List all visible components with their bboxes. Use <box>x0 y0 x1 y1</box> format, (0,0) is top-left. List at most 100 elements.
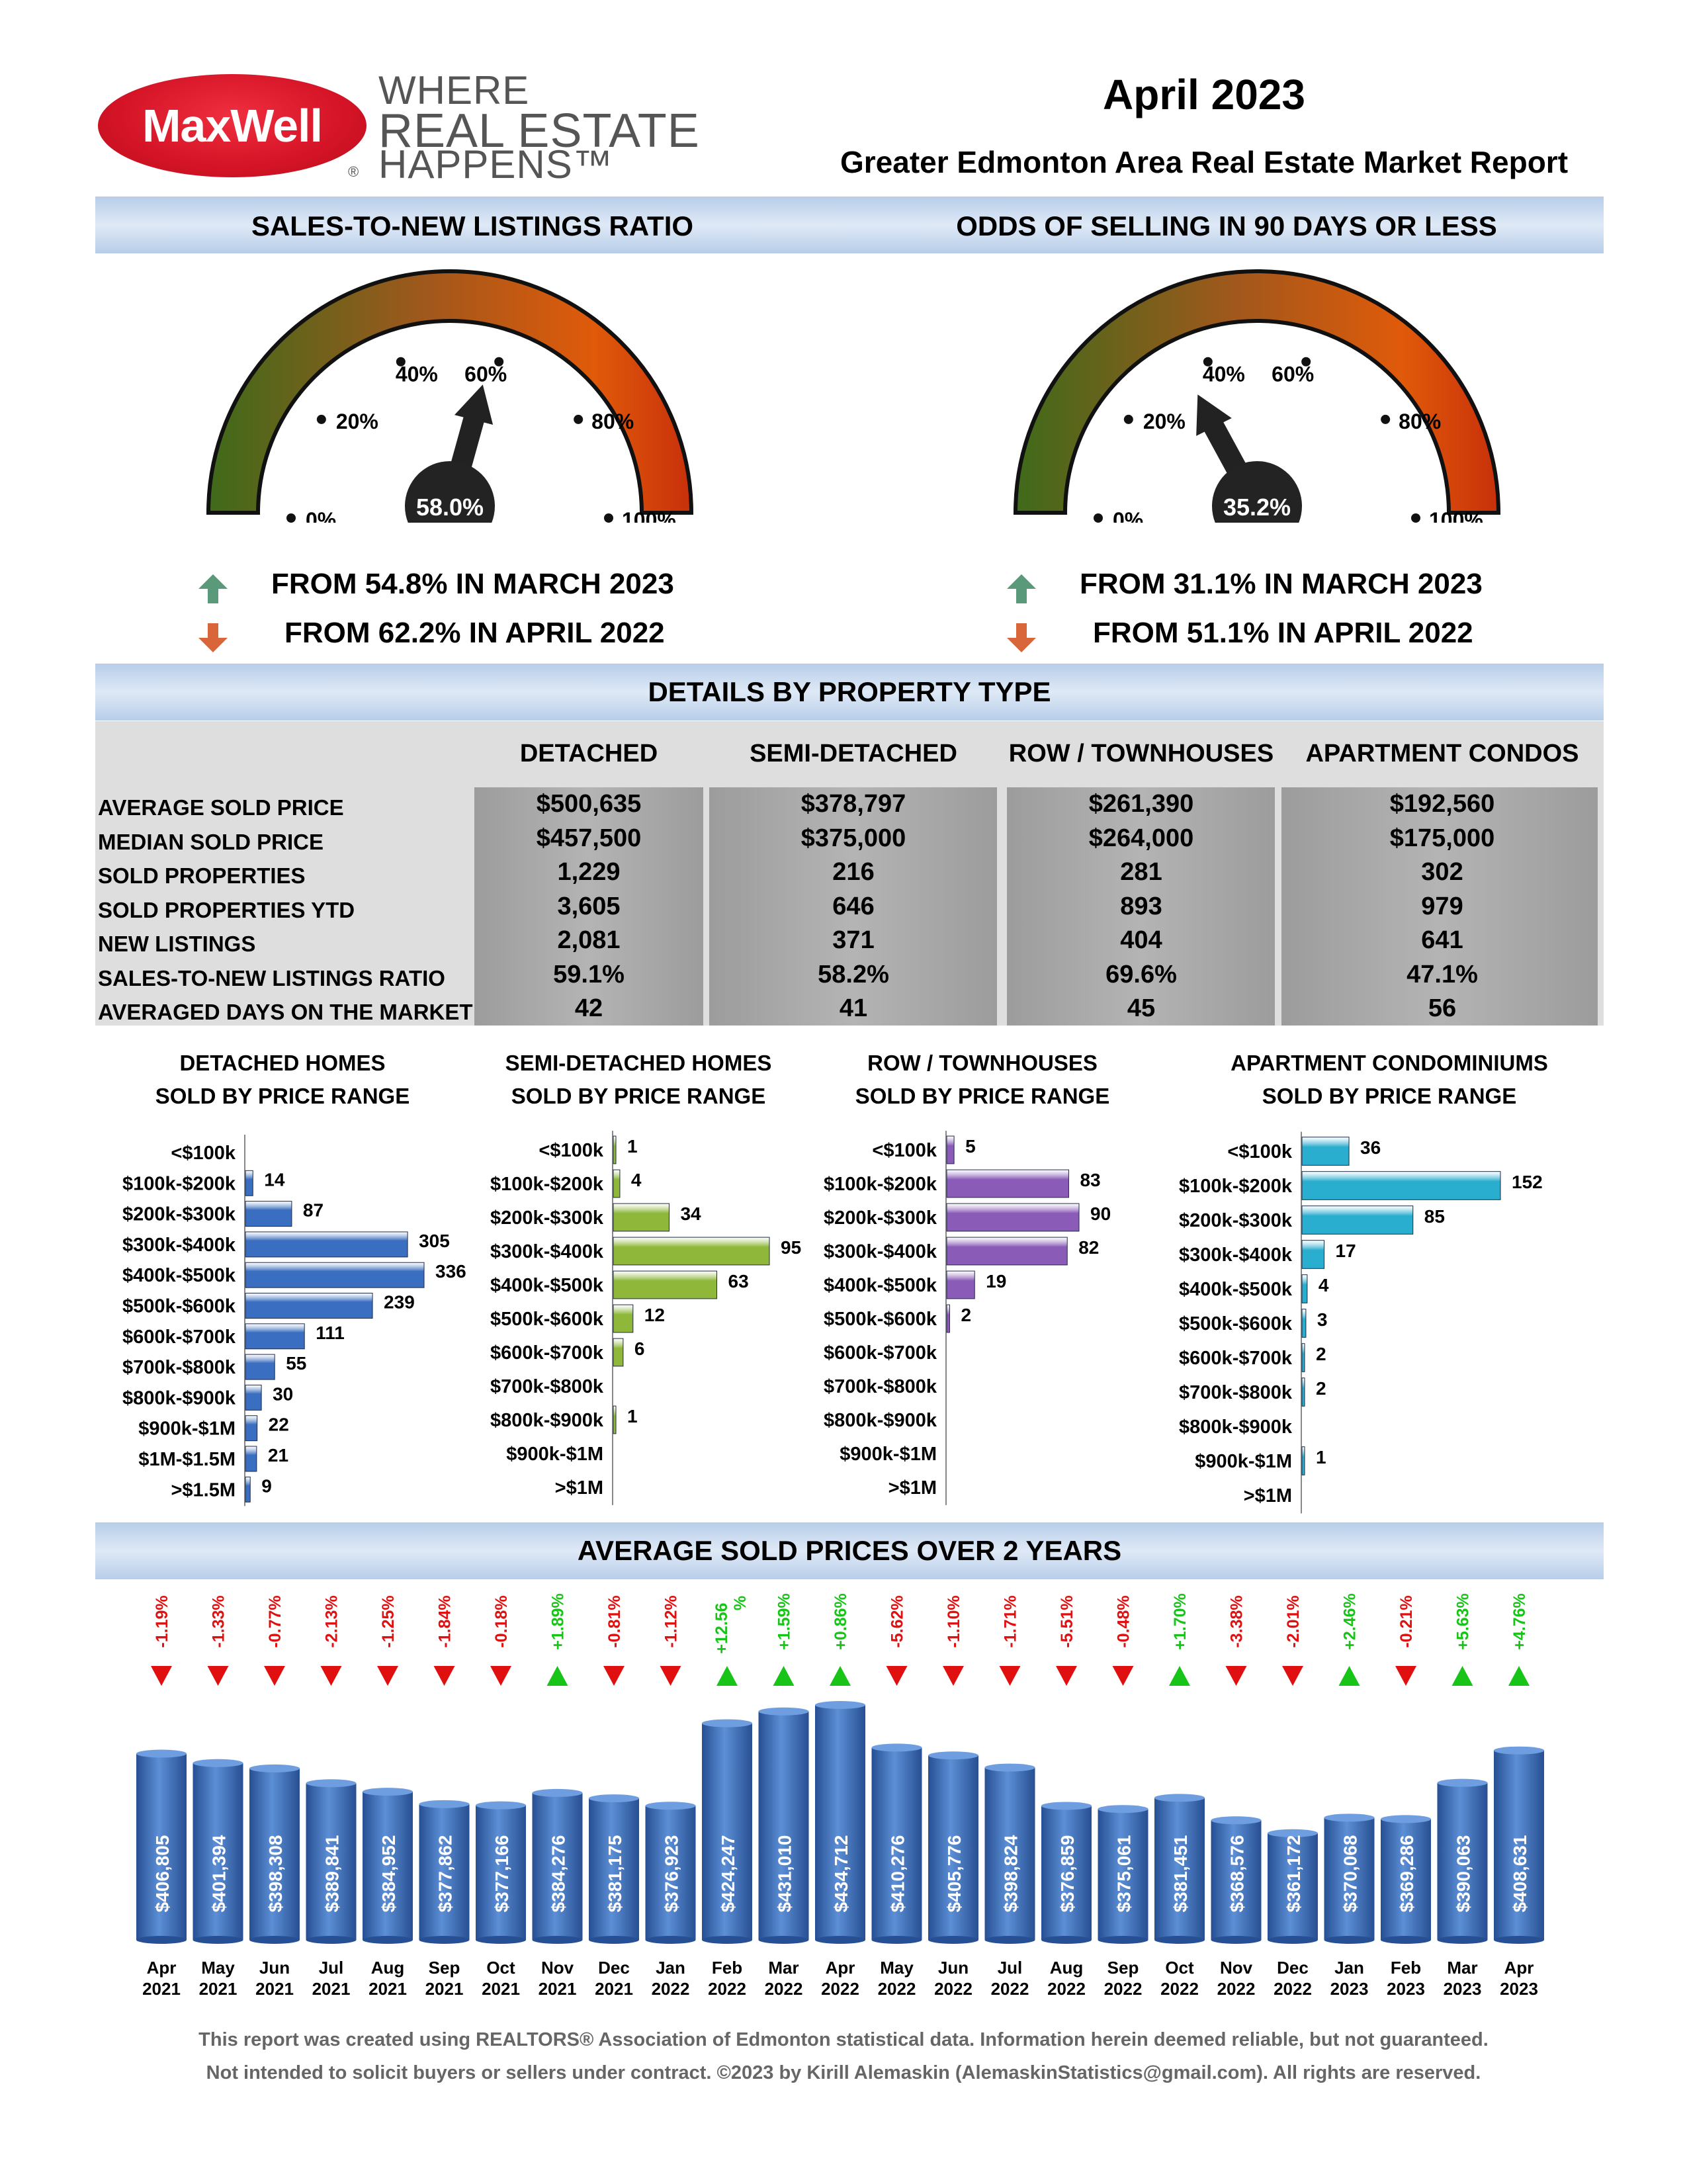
year-label: 2022 <box>1160 1979 1199 1999</box>
month-label: Sep <box>1107 1958 1139 1978</box>
gauge-1-compare-march: FROM 54.8% IN MARCH 2023 <box>271 568 674 600</box>
gauge-tick-dot <box>1301 357 1311 367</box>
bar <box>245 1384 262 1411</box>
bar <box>613 1135 617 1164</box>
month-label: Dec <box>598 1958 630 1978</box>
bar-cap <box>758 1707 809 1716</box>
month-label: Aug <box>371 1958 405 1978</box>
bar-value-label: $370,068 <box>1340 1835 1361 1913</box>
average-prices-header-band <box>95 1522 1604 1579</box>
property-row-label: SOLD PROPERTIES YTD <box>98 897 355 922</box>
category-label: $600k-$700k <box>490 1342 604 1364</box>
gauge-tick-label: 100% <box>1429 508 1483 523</box>
property-row-label: NEW LISTINGS <box>98 932 256 956</box>
change-label: -1.33% <box>210 1595 228 1647</box>
bar <box>245 1262 425 1288</box>
detached-column-bg <box>474 787 703 1026</box>
bar-value-label: 1 <box>627 1406 638 1426</box>
bar <box>1268 1833 1318 1940</box>
bar-base <box>928 1936 978 1944</box>
year-label: 2021 <box>142 1979 181 1999</box>
gauge-hub <box>1212 461 1302 523</box>
category-label: $300k-$400k <box>490 1241 604 1262</box>
category-label: >$1M <box>1244 1485 1292 1507</box>
bar <box>613 1270 718 1299</box>
year-label: 2021 <box>595 1979 633 1999</box>
bar-value-label: $368,576 <box>1227 1835 1248 1913</box>
property-row-value: 59.1% <box>553 960 625 988</box>
gauge-1-title: SALES-TO-NEW LISTINGS RATIO <box>251 210 694 241</box>
bar <box>702 1723 752 1940</box>
bar <box>613 1338 624 1367</box>
bar-cap <box>702 1719 752 1727</box>
category-label: $400k-$500k <box>490 1275 604 1296</box>
change-label: +4.76% <box>1510 1593 1529 1650</box>
bar-value-label: 34 <box>680 1203 701 1224</box>
bar <box>1041 1806 1092 1940</box>
bar-base <box>419 1936 470 1944</box>
column-semi-detached: SEMI-DETACHED <box>750 740 957 767</box>
bar <box>363 1792 413 1940</box>
bar-cap <box>193 1759 243 1767</box>
category-label: $600k-$700k <box>824 1342 937 1364</box>
bar-value-label: 5 <box>965 1136 976 1157</box>
bar <box>758 1711 809 1940</box>
gauge-tick-label: 80% <box>1399 410 1441 433</box>
year-label: 2022 <box>991 1979 1029 1999</box>
bar-cap <box>249 1764 300 1772</box>
month-label: Apr <box>826 1958 855 1978</box>
bar <box>419 1804 470 1940</box>
month-label: May <box>201 1958 235 1978</box>
bar-cap <box>1268 1829 1318 1837</box>
gauge-value: 58.0% <box>416 494 484 521</box>
change-label: -1.19% <box>153 1595 171 1647</box>
bar-value-label: 17 <box>1336 1241 1356 1261</box>
year-label: 2021 <box>368 1979 407 1999</box>
bar-value-label: $377,166 <box>492 1835 512 1913</box>
bar <box>928 1755 978 1940</box>
year-label: 2021 <box>482 1979 520 1999</box>
down-triangle-icon <box>1225 1666 1247 1686</box>
category-label: $800k-$900k <box>1179 1417 1293 1438</box>
property-row-label: AVERAGED DAYS ON THE MARKET <box>98 1000 473 1024</box>
year-label: 2022 <box>765 1979 803 1999</box>
bar-value-label: $381,175 <box>605 1835 625 1913</box>
change-label: -0.48% <box>1115 1595 1133 1647</box>
year-label: 2022 <box>821 1979 859 1999</box>
bar <box>245 1231 408 1258</box>
bar-value-label: 95 <box>781 1237 801 1258</box>
year-label: 2021 <box>255 1979 294 1999</box>
bar-base <box>136 1936 187 1944</box>
bar <box>245 1354 275 1380</box>
bar-cap <box>476 1801 526 1810</box>
bar-value-label: $390,063 <box>1453 1835 1474 1913</box>
gauge-odds-of-selling: 0% 20% 40% 60% 80% 100% 35.2% <box>1013 269 1501 523</box>
down-arrow-icon <box>1007 623 1036 652</box>
bar-value-label: $381,451 <box>1170 1835 1191 1913</box>
property-row-label: MEDIAN SOLD PRICE <box>98 829 324 854</box>
category-label: $400k-$500k <box>1179 1279 1293 1300</box>
property-row-value: 281 <box>1120 858 1162 886</box>
bar-cap <box>1381 1815 1431 1823</box>
gauge-tick-label: 40% <box>396 363 438 386</box>
property-row-value: $175,000 <box>1389 824 1495 852</box>
property-row-value: 3,605 <box>557 892 621 920</box>
bar-base <box>871 1936 922 1944</box>
report-title: Greater Edmonton Area Real Estate Market… <box>840 145 1569 179</box>
bar-value-label: $431,010 <box>775 1835 795 1913</box>
bar-value-label: 111 <box>316 1323 345 1343</box>
bar-value-label: 336 <box>435 1261 466 1282</box>
bar <box>1098 1809 1148 1940</box>
category-label: >$1.5M <box>171 1479 236 1501</box>
month-label: Oct <box>1165 1958 1194 1978</box>
month-label: Jul <box>319 1958 344 1978</box>
year-label: 2021 <box>199 1979 238 1999</box>
bar-base <box>1324 1936 1375 1944</box>
gauge-tick-dot <box>396 357 406 367</box>
change-label: -5.51% <box>1058 1595 1076 1647</box>
bar <box>136 1753 187 1940</box>
year-label: 2023 <box>1387 1979 1425 1999</box>
year-label: 2021 <box>539 1979 577 1999</box>
property-row-value: 58.2% <box>818 960 889 988</box>
down-triangle-icon <box>490 1666 511 1686</box>
